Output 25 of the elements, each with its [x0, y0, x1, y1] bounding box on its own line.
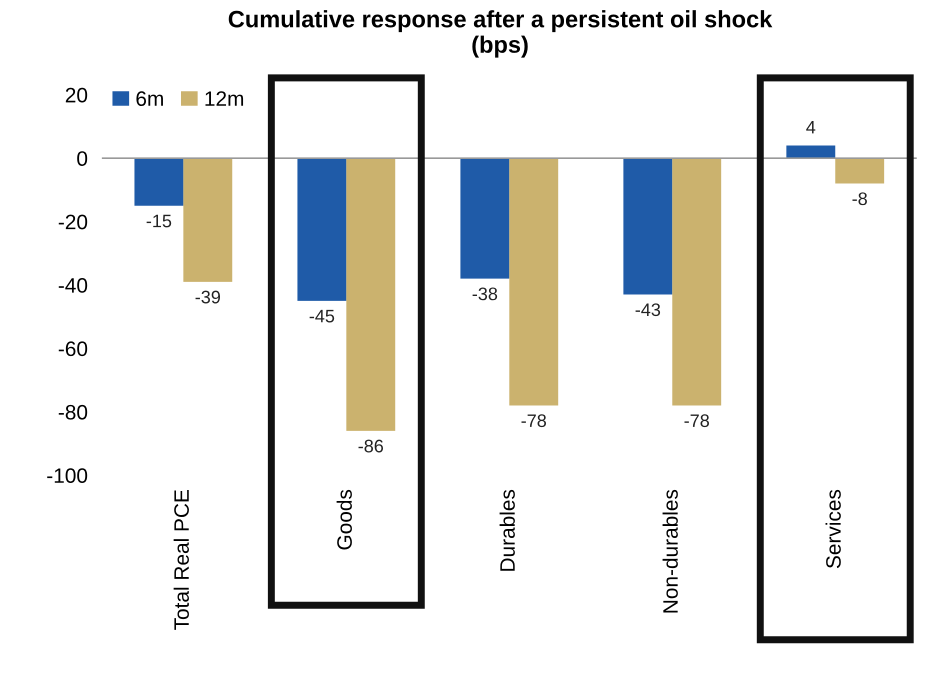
data-label: -38 [472, 287, 498, 300]
data-label: -86 [358, 440, 384, 452]
y-tick-label: 20 [66, 88, 88, 103]
data-label: -45 [310, 310, 334, 322]
data-label: -78 [684, 414, 709, 428]
data-label: 4 [806, 121, 816, 134]
chart-title: Cumulative response after a persistent oil shock (bps) [228, 10, 772, 58]
x-tick-label: Durables [500, 490, 515, 571]
x-tick-label: Non-durables [662, 490, 678, 612]
y-tick-label: -100 [47, 468, 88, 484]
y-tick-label: 0 [77, 151, 88, 166]
data-label: -39 [196, 290, 220, 304]
x-tick-label: Goods [336, 490, 352, 550]
legend-label: 6m [136, 91, 163, 106]
data-label: -15 [146, 214, 172, 228]
legend-label: 12m [205, 91, 244, 106]
x-tick-label: Total Real PCE [174, 490, 189, 630]
data-label: -8 [852, 192, 867, 206]
data-label: -78 [522, 414, 546, 428]
y-tick-label: -80 [58, 404, 88, 420]
y-tick-label: -20 [58, 214, 88, 230]
x-tick-label: Services [826, 490, 841, 568]
y-tick-label: -40 [58, 278, 88, 293]
y-tick-label: -60 [58, 341, 88, 356]
data-label: -43 [636, 303, 660, 316]
